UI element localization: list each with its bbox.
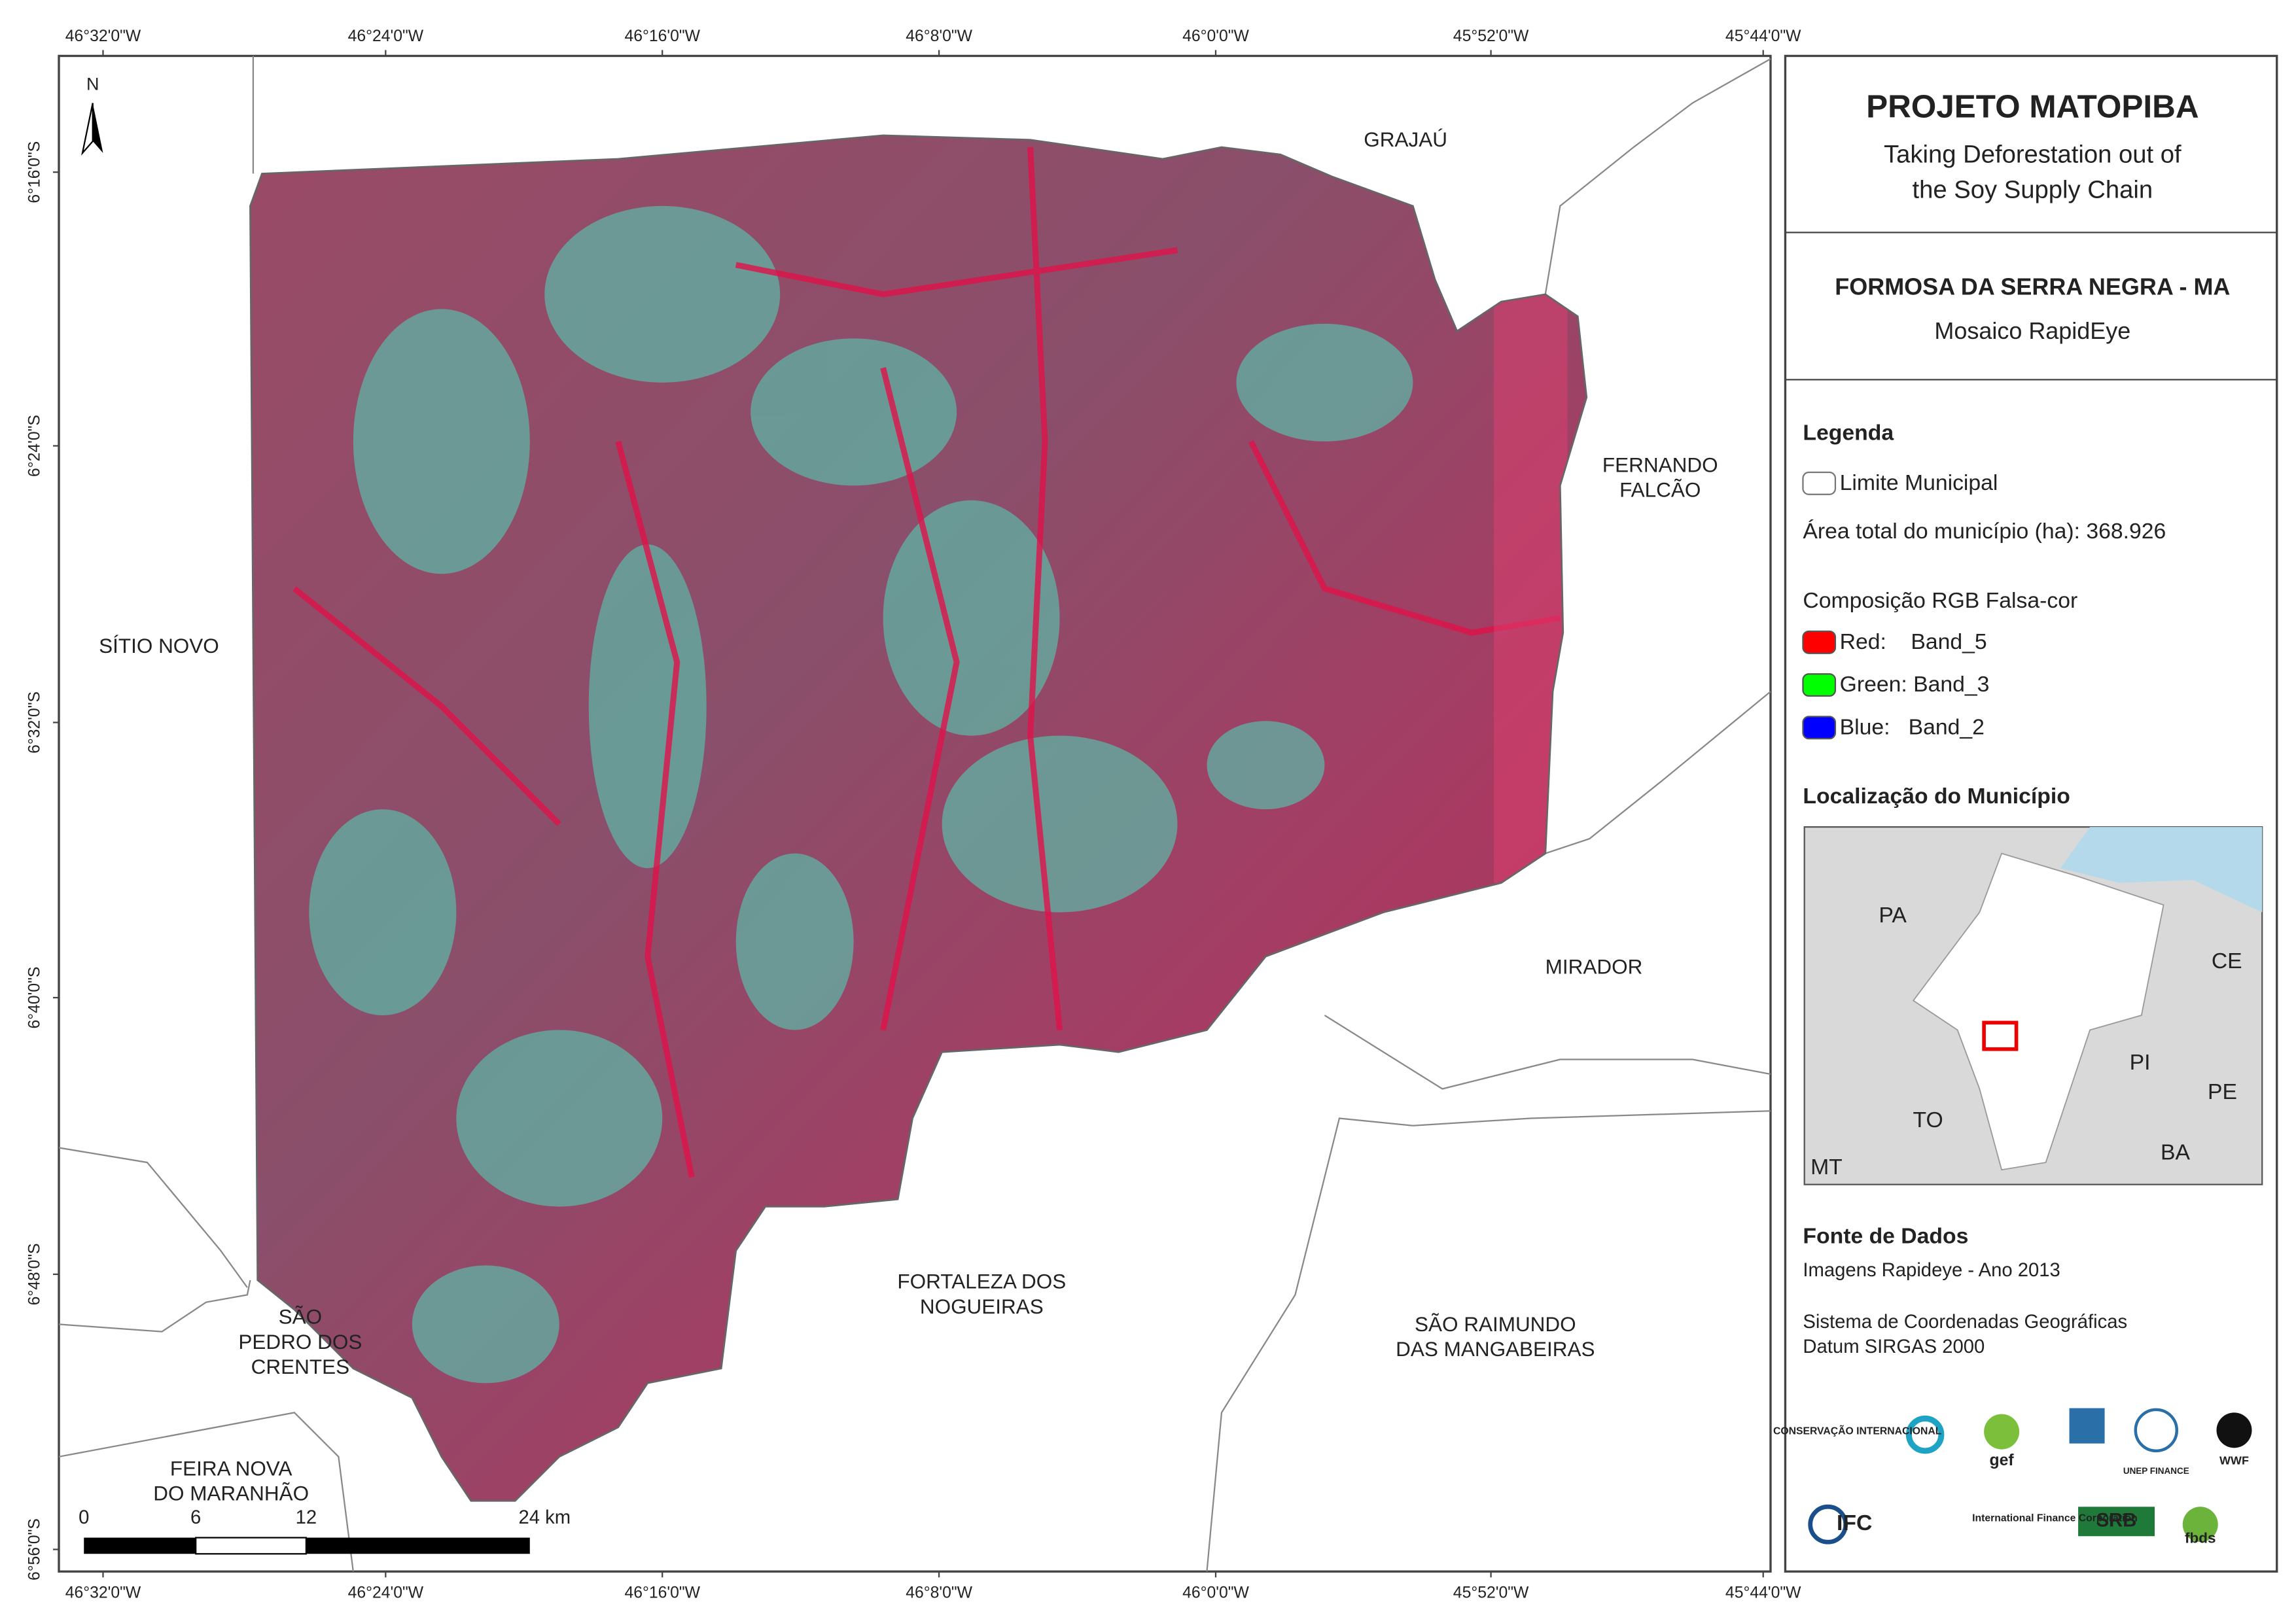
place-label: SÃO RAIMUNDO — [1415, 1312, 1576, 1336]
longitude-label: 46°0'0"W — [1182, 1584, 1249, 1602]
latitude-label: 6°24'0"S — [26, 415, 44, 477]
sources-line: Datum SIRGAS 2000 — [1803, 1336, 1985, 1357]
map-title: FORMOSA DA SERRA NEGRA - MA — [1835, 273, 2230, 300]
longitude-label: 46°16'0"W — [624, 27, 700, 45]
logo-text: IFC — [1837, 1510, 1872, 1535]
scale-label: 12 — [296, 1507, 317, 1528]
longitude-label: 46°8'0"W — [906, 1584, 972, 1602]
legend-subtitle: Composição RGB Falsa-cor — [1803, 588, 2077, 613]
panel-title: PROJETO MATOPIBA — [1866, 89, 2199, 125]
place-label: PEDRO DOS — [238, 1330, 362, 1353]
longitude-label: 45°44'0"W — [1725, 1584, 1801, 1602]
legend-swatch — [1802, 630, 1837, 654]
scale-bar — [306, 1537, 530, 1554]
place-label: DAS MANGABEIRAS — [1396, 1337, 1595, 1361]
place-label: FALCÃO — [1619, 478, 1701, 502]
place-label: NOGUEIRAS — [920, 1295, 1044, 1318]
logo-text: CONSERVAÇÃO INTERNACIONAL — [1773, 1424, 1942, 1437]
inset-label: PA — [1879, 903, 1907, 928]
panel-subtitle: the Soy Supply Chain — [1913, 176, 2153, 204]
inset-label: BA — [2161, 1140, 2190, 1164]
logo-mark — [1984, 1414, 2020, 1450]
place-label: DO MARANHÃO — [153, 1482, 309, 1505]
logo-text: fbds — [2185, 1530, 2216, 1546]
neighbor-boundaries — [58, 56, 1771, 1572]
longitude-label: 45°44'0"W — [1725, 27, 1801, 45]
logo-text: SRB — [2096, 1510, 2137, 1531]
scale-label: 6 — [190, 1507, 201, 1528]
legend-label: Red: Band_5 — [1840, 629, 1987, 654]
place-label: FERNANDO — [1602, 453, 1718, 476]
inset-label: PI — [2130, 1050, 2151, 1075]
north-label: N — [86, 75, 99, 94]
location-title: Localização do Município — [1803, 784, 2070, 809]
place-label: FORTALEZA DOS — [897, 1270, 1066, 1293]
north-arrow: N — [81, 75, 103, 156]
longitude-label: 46°16'0"W — [624, 1584, 700, 1602]
scale-bar — [195, 1537, 308, 1555]
longitude-label: 45°52'0"W — [1453, 1584, 1529, 1602]
longitude-label: 46°0'0"W — [1182, 27, 1249, 45]
logo-mark — [2182, 1507, 2218, 1543]
logo-mark — [2069, 1408, 2105, 1444]
sources-line: Imagens Rapideye - Ano 2013 — [1803, 1260, 2060, 1281]
place-label: SÃO — [279, 1305, 323, 1329]
longitude-label: 46°24'0"W — [348, 27, 424, 45]
scale-label: 0 — [79, 1507, 89, 1528]
latitude-label: 6°40'0"S — [26, 967, 44, 1029]
sources-title: Fonte de Dados — [1803, 1224, 1968, 1249]
longitude-label: 46°8'0"W — [906, 27, 972, 45]
legend-swatch — [1802, 716, 1837, 740]
logo-text: UNEP FINANCE — [2123, 1466, 2189, 1476]
legend-area: Área total do município (ha): 368.926 — [1803, 519, 2166, 544]
legend-swatch — [1802, 471, 1837, 495]
latitude-label: 6°48'0"S — [26, 1243, 44, 1305]
place-label: GRAJAÚ — [1364, 128, 1447, 151]
scale-bar — [84, 1537, 196, 1554]
latitude-label: 6°16'0"S — [26, 141, 44, 203]
longitude-label: 46°32'0"W — [65, 1584, 141, 1602]
inset-label: MT — [1810, 1155, 1843, 1179]
logo-mark — [2216, 1412, 2252, 1448]
latitude-label: 6°56'0"S — [26, 1518, 44, 1580]
legend-label: Green: Band_3 — [1840, 672, 1990, 697]
logo-mark — [1808, 1504, 1848, 1544]
longitude-label: 45°52'0"W — [1453, 27, 1529, 45]
panel-subtitle: Taking Deforestation out of — [1884, 141, 2181, 169]
place-label: MIRADOR — [1545, 954, 1643, 978]
logo-text: International Finance Corporation — [1972, 1512, 2138, 1524]
sources-line: Sistema de Coordenadas Geográficas — [1803, 1312, 2127, 1333]
place-label: FEIRA NOVA — [170, 1456, 292, 1480]
place-label: SÍTIO NOVO — [99, 634, 219, 657]
logo-mark — [1905, 1415, 1945, 1454]
logo-mark — [2134, 1408, 2179, 1453]
scale-label: 24 km — [518, 1507, 571, 1528]
latitude-label: 6°32'0"S — [26, 691, 44, 754]
logo-text: gef — [1990, 1452, 2015, 1469]
panel-frame — [1784, 54, 2278, 1573]
place-label: CRENTES — [251, 1355, 349, 1378]
map-subtitle: Mosaico RapidEye — [1934, 317, 2130, 344]
logo-mark — [2078, 1507, 2155, 1537]
longitude-label: 46°24'0"W — [348, 1584, 424, 1602]
legend-label: Blue: Band_2 — [1840, 714, 1985, 739]
location-inset: PA CE PI TO PE BA MT — [1803, 826, 2263, 1185]
inset-label: TO — [1913, 1108, 1943, 1132]
inset-label: CE — [2212, 949, 2242, 973]
legend-swatch — [1802, 673, 1837, 697]
inset-label: PE — [2208, 1079, 2237, 1104]
legend-title: Legenda — [1803, 420, 1894, 445]
longitude-label: 46°32'0"W — [65, 27, 141, 45]
legend-label: Limite Municipal — [1840, 470, 1998, 495]
logo-text: WWF — [2219, 1454, 2249, 1467]
